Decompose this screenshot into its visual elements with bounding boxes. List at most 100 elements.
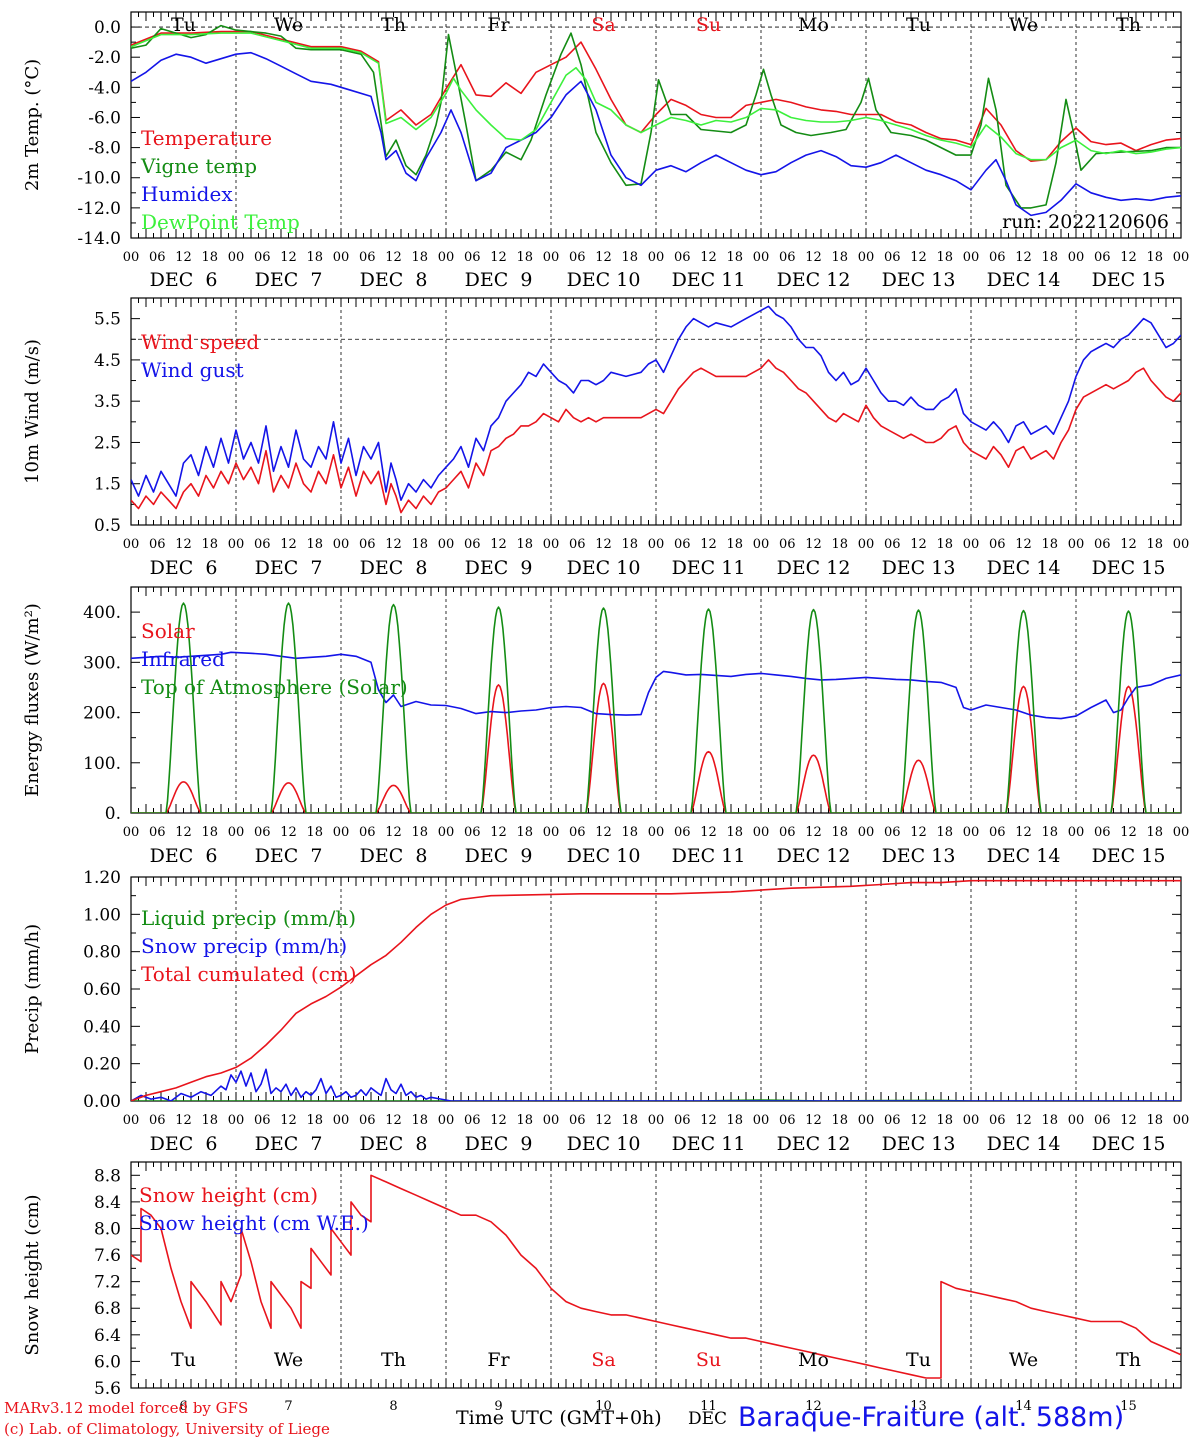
hour-tick-label: 18: [621, 1113, 638, 1128]
day-number-label: 12: [805, 1399, 822, 1414]
hour-tick-label: 00: [1068, 1113, 1085, 1128]
hour-tick-label: 06: [1094, 250, 1111, 265]
y-tick-label: -14.0: [77, 229, 121, 249]
y-tick-label: 5.6: [94, 1379, 121, 1399]
hour-tick-label: 00: [648, 250, 665, 265]
day-number-label: 13: [910, 1399, 927, 1414]
y-tick-label: 0.00: [83, 1092, 121, 1112]
hour-tick-label: 12: [700, 825, 717, 840]
hour-tick-label: 06: [359, 825, 376, 840]
hour-tick-label: 12: [175, 1113, 192, 1128]
hour-tick-label: 18: [411, 250, 428, 265]
hour-tick-label: 00: [438, 825, 455, 840]
series-line-snow-height-cm: [131, 1174, 1181, 1379]
hour-tick-label: 00: [648, 537, 665, 552]
chart-panel-1: 0.0 -2.0 -4.0 -6.0 -8.0 -10.0 -12.0 -14.0 2m Tem…: [22, 11, 1189, 291]
series-group: [131, 602, 1181, 813]
day-number-label: 10: [595, 1399, 612, 1414]
date-label: DEC 7: [255, 557, 323, 579]
day-name-label: Th: [1116, 1349, 1141, 1371]
hour-tick-label: 00: [648, 1113, 665, 1128]
hour-tick-label: 00: [1068, 537, 1085, 552]
date-label: DEC 7: [255, 845, 323, 867]
hour-tick-label: 00: [123, 825, 140, 840]
date-label: DEC 12: [777, 269, 851, 291]
credits-line-1: MARv3.12 model forced by GFS: [4, 1399, 248, 1417]
y-tick-label: 8.8: [94, 1166, 121, 1186]
series-line-top-of-atmosphere-solar: [131, 602, 1181, 813]
day-name-label: Mo: [798, 14, 829, 36]
y-tick-label: 200.: [83, 704, 121, 724]
y-tick-label: -8.0: [88, 139, 121, 159]
day-name-label: Su: [696, 14, 721, 36]
hour-tick-label: 12: [700, 1113, 717, 1128]
date-label: DEC 12: [777, 1133, 851, 1155]
meteogram-panels: 0.0 -2.0 -4.0 -6.0 -8.0 -10.0 -12.0 -14.0 2m Tem…: [22, 11, 1189, 1414]
hour-tick-label: 00: [1068, 250, 1085, 265]
y-tick-label: 0.40: [83, 1017, 121, 1037]
day-number-label: 14: [1015, 1399, 1032, 1414]
hour-tick-label: 18: [516, 537, 533, 552]
day-name-label: Tu: [171, 14, 196, 36]
day-number-label: 6: [179, 1399, 187, 1414]
chart-panel-2: 5.5 4.5 3.5 2.5 1.5 0.5 10m Wind (m/s) Wind spe…: [22, 297, 1189, 579]
hour-tick-label: 00: [228, 537, 245, 552]
y-tick-label: 6.8: [94, 1299, 121, 1319]
hour-tick-label: 12: [385, 537, 402, 552]
hour-tick-label: 06: [359, 537, 376, 552]
date-label: DEC 10: [567, 269, 641, 291]
series-line-vigne-temp: [131, 24, 1181, 209]
hour-tick-label: 06: [884, 250, 901, 265]
day-name-label: Fr: [487, 14, 510, 36]
chart-panel-5: 8.8 8.4 8.0 7.6 7.2 6.8 6.4 6.0 5.6 Snow height (…: [22, 1161, 1182, 1414]
hour-tick-label: 18: [1146, 825, 1163, 840]
hour-tick-label: 06: [884, 825, 901, 840]
date-label: DEC 9: [465, 269, 533, 291]
hour-tick-label: 12: [1015, 537, 1032, 552]
hour-tick-label: 18: [306, 825, 323, 840]
hour-tick-label: 06: [149, 825, 166, 840]
day-name-label: Tu: [906, 1349, 931, 1371]
date-label: DEC 6: [150, 269, 218, 291]
y-tick-label: 1.20: [83, 868, 121, 888]
hour-tick-label: 00: [963, 825, 980, 840]
hour-tick-label: 18: [831, 825, 848, 840]
hour-tick-label: 18: [936, 537, 953, 552]
hour-tick-label: 00: [123, 537, 140, 552]
hour-tick-label: 00: [438, 1113, 455, 1128]
run-label: run: 2022120606: [1002, 211, 1169, 233]
date-label: DEC 14: [987, 557, 1061, 579]
credits-line-2: (c) Lab. of Climatology, University of L…: [4, 1420, 330, 1438]
hour-tick-label: 12: [805, 1113, 822, 1128]
y-tick-label: 0.5: [94, 516, 121, 536]
date-label: DEC 8: [360, 845, 428, 867]
hour-tick-label: 00: [753, 1113, 770, 1128]
date-label: DEC 14: [987, 269, 1061, 291]
legend-entry: Top of Atmosphere (Solar): [141, 675, 408, 699]
day-name-label: We: [1009, 14, 1038, 36]
date-label: DEC 11: [672, 269, 746, 291]
date-label: DEC 9: [465, 557, 533, 579]
chart-panel-3: 400. 300. 200. 100. 0. Energy fluxes (W/m²) So…: [22, 586, 1189, 867]
date-label: DEC 14: [987, 845, 1061, 867]
hour-tick-label: 12: [490, 825, 507, 840]
day-number-label: 9: [494, 1399, 502, 1414]
hour-tick-label: 06: [464, 537, 481, 552]
y-tick-label: 1.5: [94, 475, 121, 495]
hour-tick-label: 00: [123, 1113, 140, 1128]
series-group: [131, 24, 1181, 217]
hour-tick-label: 12: [1015, 1113, 1032, 1128]
hour-tick-label: 18: [201, 1113, 218, 1128]
date-label: DEC 14: [987, 1133, 1061, 1155]
hour-tick-label: 06: [779, 537, 796, 552]
hour-tick-label: 00: [963, 1113, 980, 1128]
hour-tick-label: 18: [936, 825, 953, 840]
hour-tick-label: 12: [805, 537, 822, 552]
series-line-wind-gust: [131, 305, 1181, 501]
y-axis-label: Precip (mm/h): [22, 924, 43, 1054]
hour-tick-label: 18: [306, 537, 323, 552]
y-tick-label: 400.: [83, 603, 121, 623]
hour-tick-label: 00: [228, 250, 245, 265]
series-line-infrared: [131, 651, 1181, 720]
day-name-label: Fr: [487, 1349, 510, 1371]
